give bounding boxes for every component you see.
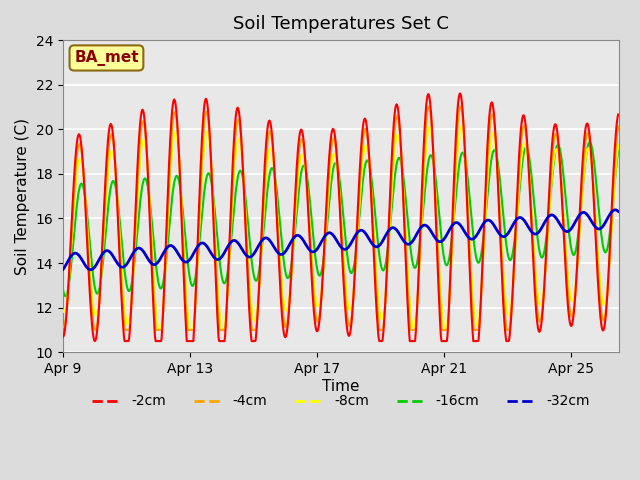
Text: BA_met: BA_met	[74, 50, 139, 66]
Title: Soil Temperatures Set C: Soil Temperatures Set C	[233, 15, 449, 33]
X-axis label: Time: Time	[322, 379, 360, 394]
Legend: -2cm, -4cm, -8cm, -16cm, -32cm: -2cm, -4cm, -8cm, -16cm, -32cm	[87, 389, 595, 414]
Y-axis label: Soil Temperature (C): Soil Temperature (C)	[15, 118, 30, 275]
